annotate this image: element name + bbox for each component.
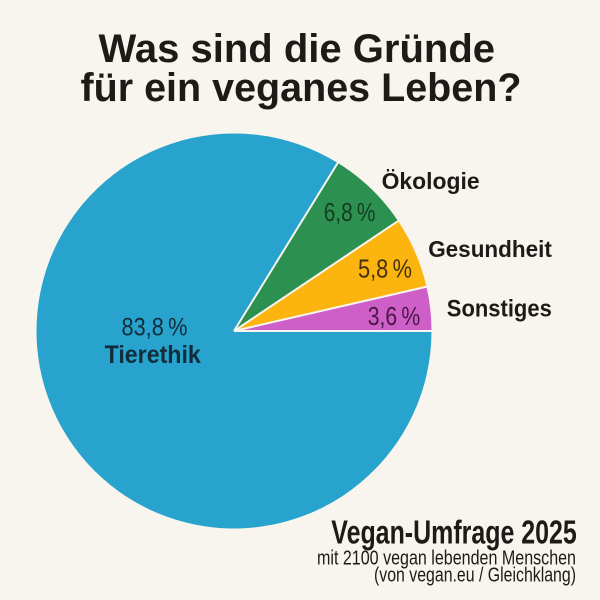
svg-text:Vegan-Umfrage 2025: Vegan-Umfrage 2025 xyxy=(331,515,577,552)
svg-text:Sonstiges: Sonstiges xyxy=(447,296,552,323)
svg-text:mit 2100 vegan lebenden Mensch: mit 2100 vegan lebenden Menschen xyxy=(317,547,576,570)
svg-text:Ökologie: Ökologie xyxy=(382,168,480,194)
svg-text:5,8 %: 5,8 % xyxy=(358,253,412,283)
svg-text:Tierethik: Tierethik xyxy=(105,341,202,369)
svg-text:für ein veganes Leben?: für ein veganes Leben? xyxy=(81,66,522,110)
svg-text:6,8 %: 6,8 % xyxy=(324,197,376,227)
svg-text:Was sind die Gründe: Was sind die Gründe xyxy=(99,27,496,71)
svg-text:3,6 %: 3,6 % xyxy=(368,301,421,331)
svg-text:83,8 %: 83,8 % xyxy=(122,314,188,342)
svg-text:(von vegan.eu / Gleichklang): (von vegan.eu / Gleichklang) xyxy=(374,565,576,587)
svg-text:Gesundheit: Gesundheit xyxy=(428,236,552,262)
